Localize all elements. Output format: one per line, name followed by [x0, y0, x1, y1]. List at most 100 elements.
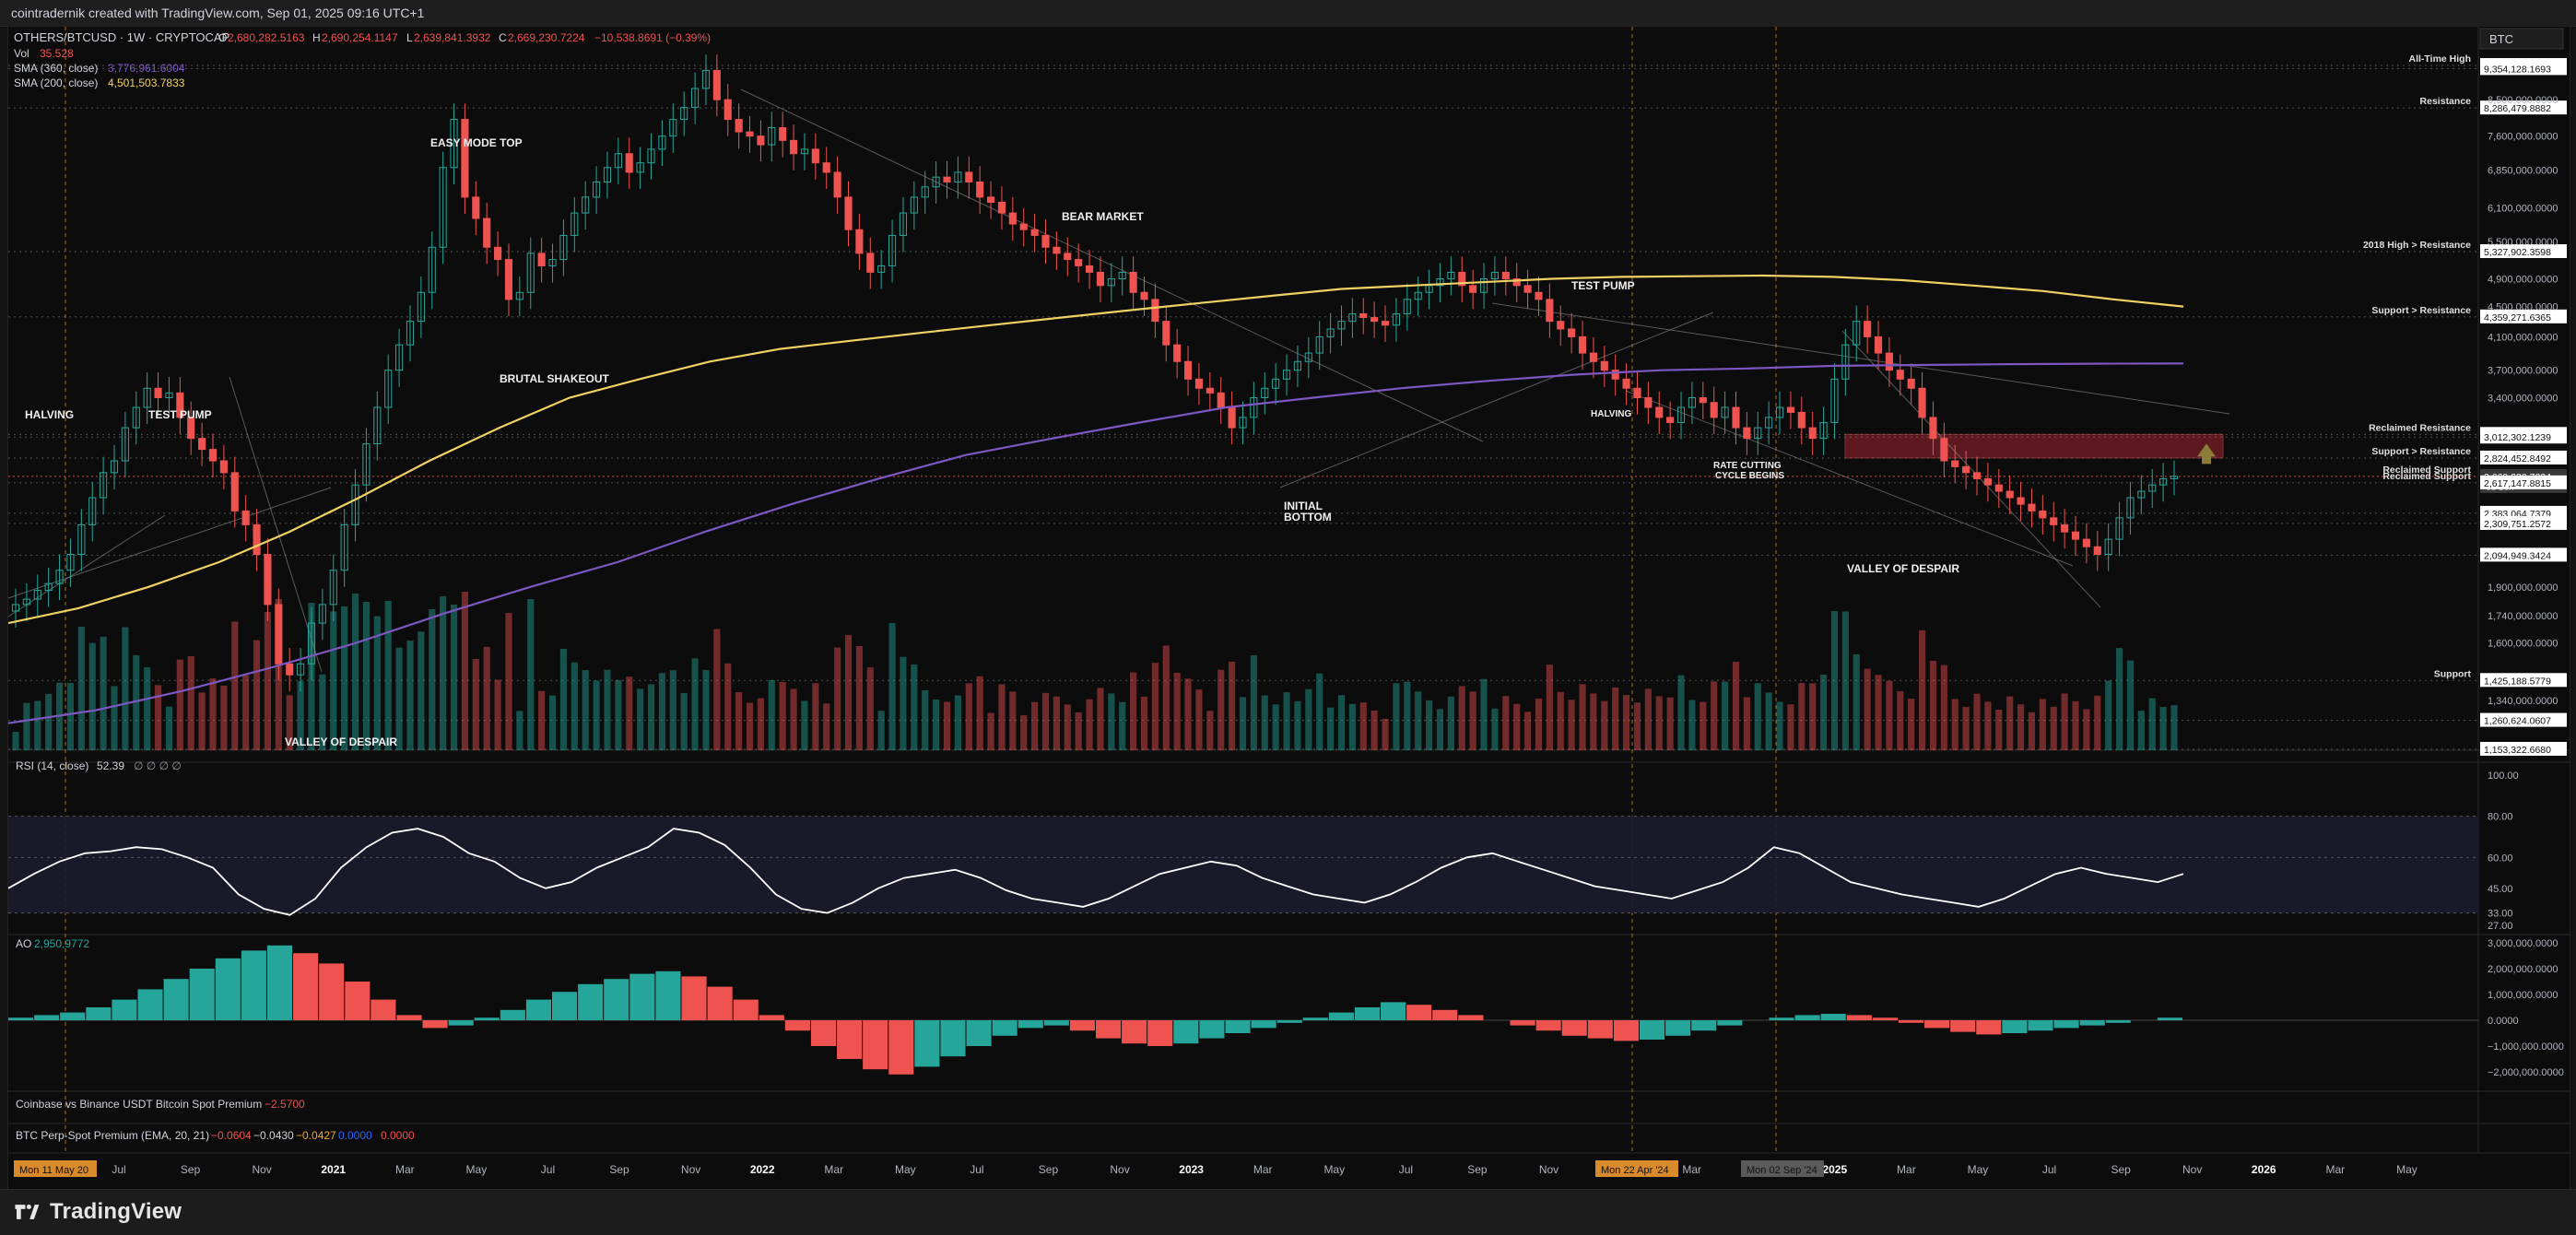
candle-body: [2104, 538, 2112, 556]
candle-body: [1710, 402, 1718, 418]
ao-bar: [1872, 1017, 1898, 1020]
volume-bar: [1404, 681, 1411, 750]
chart-canvas[interactable]: 9,443,788.2412All-Time High9,354,128.169…: [8, 27, 2570, 1190]
trendline-4: [1491, 302, 2230, 415]
volume-bar: [1809, 683, 1817, 750]
volume-bar: [2028, 712, 2036, 750]
ao-bar: [1691, 1020, 1717, 1031]
volume-bar: [866, 667, 874, 750]
volume-bar: [1590, 693, 1597, 750]
ao-bar: [863, 1020, 888, 1070]
volume-bar: [1711, 681, 1718, 750]
level-tag-bg-14: [2480, 673, 2567, 688]
volume-bar: [998, 684, 1006, 750]
ao-bar: [1561, 1020, 1587, 1036]
volume-bar: [922, 689, 929, 750]
candle-body: [1830, 378, 1839, 423]
candle-body: [406, 321, 415, 346]
time-tick-32: May: [2396, 1163, 2417, 1176]
volume-bar: [418, 631, 425, 750]
volume-bar: [1524, 712, 1532, 750]
candle-body: [2137, 490, 2146, 499]
ao-tick-3: 0.0000: [2488, 1016, 2519, 1027]
level-name-0: All-Time High: [2409, 53, 2471, 65]
candle-body: [472, 196, 480, 219]
candle-body: [559, 234, 568, 261]
candle-body: [439, 167, 447, 248]
candle-body: [680, 107, 688, 121]
sma200-line: [8, 274, 2184, 625]
candle-body: [1633, 387, 1641, 399]
volume-bar: [1940, 665, 1947, 750]
candle-body: [1173, 344, 1182, 362]
volume-bar: [1426, 700, 1433, 750]
volume-bar: [1754, 683, 1761, 750]
legend-vol-label: Vol: [14, 47, 29, 60]
volume-bar: [2148, 698, 2156, 750]
volume-bar: [1666, 697, 1674, 750]
candle-body: [746, 131, 754, 137]
volume-bar: [1261, 695, 1268, 750]
volume-bar: [1700, 701, 1707, 750]
ao-bar: [293, 953, 319, 1020]
legend-c-value: 2,669,230.7224: [508, 31, 585, 44]
volume-bar: [1601, 700, 1608, 750]
candle-body: [1874, 335, 1883, 354]
volume-bar: [1140, 696, 1148, 750]
price-tick-6: 4,900,000.0000: [2488, 275, 2558, 286]
candle-body: [450, 119, 458, 169]
volume-bar: [1009, 691, 1017, 750]
volume-bar: [242, 675, 250, 750]
ao-bar: [1173, 1020, 1199, 1044]
time-tick-2: Nov: [252, 1163, 271, 1176]
volume-bar: [1337, 695, 1346, 750]
time-tick-24: 2025: [1822, 1163, 1847, 1176]
candle-body: [395, 344, 404, 371]
candle-body: [2006, 490, 2014, 499]
tradingview-logo[interactable]: TradingView: [11, 1199, 182, 1225]
level-name-3: 2018 High > Resistance: [2363, 240, 2471, 251]
candle-body: [1250, 397, 1258, 418]
ao-bar: [1640, 1020, 1665, 1040]
level-tag-bg-3: [2480, 244, 2567, 259]
volume-bar: [1415, 691, 1422, 750]
currency-badge[interactable]: BTC: [2479, 28, 2564, 50]
candle-body: [582, 196, 590, 214]
candle-body: [100, 472, 108, 499]
volume-bar: [1973, 693, 1981, 750]
candle-body: [1315, 335, 1323, 354]
price-tick-13: 1,600,000.0000: [2488, 638, 2558, 649]
candle-body: [1929, 417, 1937, 440]
time-tick-29: Nov: [2182, 1163, 2202, 1176]
level-tag-6: 3,012,302.1239: [2484, 432, 2551, 443]
volume-bar: [1316, 673, 1323, 750]
attribution-bar: cointradernik created with TradingView.c…: [0, 0, 2576, 27]
time-tick-7: Sep: [609, 1163, 629, 1176]
candle-body: [1107, 278, 1115, 287]
volume-bar: [548, 695, 557, 750]
volume-bar: [538, 690, 546, 750]
volume-bar: [658, 673, 665, 750]
level-tag-16: 1,153,322.6680: [2484, 745, 2551, 756]
volume-bar: [768, 679, 775, 750]
candle-body: [1918, 387, 1926, 418]
legend-h-value: 2,690,254.1147: [322, 31, 398, 44]
volume-bar: [2159, 707, 2167, 750]
candle-body: [965, 171, 973, 182]
volume-bar: [516, 711, 523, 750]
candle-body: [1272, 378, 1280, 389]
time-highlight-bg-mon-22-apr-24: [1595, 1160, 1678, 1177]
ao-bar: [189, 969, 215, 1020]
volume-bar: [483, 646, 490, 750]
ao-tick-0: 3,000,000.0000: [2488, 938, 2558, 949]
volume-bar: [2039, 699, 2046, 750]
volume-bar: [1820, 675, 1828, 750]
volume-bar: [1108, 693, 1115, 750]
candle-body: [1239, 417, 1247, 429]
candle-body: [275, 604, 283, 665]
volume-bar: [1962, 707, 1970, 750]
ao-bar: [578, 983, 604, 1020]
volume-bar: [34, 700, 41, 750]
volume-bar: [1458, 686, 1465, 750]
annotation-halving-2: HALVING: [1591, 409, 1631, 419]
